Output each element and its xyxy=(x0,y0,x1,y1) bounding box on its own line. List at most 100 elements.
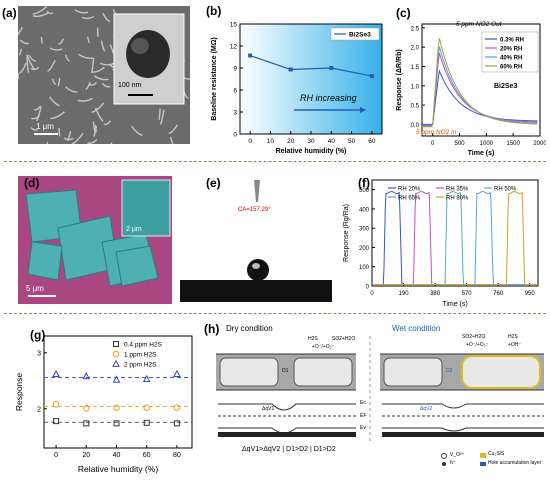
material-label: Bi2Se3 xyxy=(494,83,517,90)
flake xyxy=(78,53,94,59)
flake xyxy=(93,75,109,81)
wet-grains xyxy=(380,353,544,391)
flake xyxy=(102,12,111,23)
x-axis-label: Relative humidity (%) xyxy=(276,148,347,155)
y-tick-label: 0.0 xyxy=(411,123,420,129)
y-tick-label: 15 xyxy=(230,22,238,29)
data-point xyxy=(52,401,60,408)
series-line xyxy=(422,69,538,125)
legend-label: RH 65% xyxy=(398,196,421,202)
flake xyxy=(58,127,61,137)
flake xyxy=(99,62,115,66)
series-line xyxy=(372,191,538,285)
data-point xyxy=(52,369,60,377)
annotation-rh-increasing: RH increasing xyxy=(300,93,357,103)
x-tick-label: 80 xyxy=(173,452,181,459)
series-line xyxy=(372,191,538,285)
legend-label: 0.3% RH xyxy=(500,38,524,44)
chart-f: 0 190 380 570 760 950 0 100 200 300 400 500 Time (s)… xyxy=(343,179,539,308)
flake xyxy=(46,141,49,144)
legend-h-label: h⁺ xyxy=(450,460,456,466)
data-point xyxy=(82,372,91,380)
flake xyxy=(65,86,78,93)
wet-reaction-o: +O⁻/+O₂⁻ xyxy=(466,342,489,348)
flake xyxy=(159,109,165,125)
data-point xyxy=(112,375,121,383)
mechanism-diagram xyxy=(216,336,544,466)
x-tick-label: 40 xyxy=(328,138,336,145)
panel-h: Dry condition Wet condition H2S +O⁻/+O₂⁻… xyxy=(212,320,548,476)
dry-reaction-so2: SO2+H2O xyxy=(332,336,356,342)
dqv2-label: ΔqV2 xyxy=(420,406,433,412)
data-point xyxy=(369,74,374,79)
y-axis-label: Response (Rg/Ra) xyxy=(343,204,350,262)
flake xyxy=(19,39,30,45)
flake xyxy=(49,96,60,107)
flake xyxy=(32,12,49,17)
panel-d: 2 μm 5 μm xyxy=(18,176,172,304)
flake xyxy=(94,125,98,133)
label-h: (h) xyxy=(204,322,220,336)
legend-box xyxy=(330,27,380,41)
x-tick-label: 380 xyxy=(430,291,441,297)
dry-reaction-h2s: H2S xyxy=(308,336,318,342)
flake xyxy=(18,27,23,36)
plot-background xyxy=(240,24,382,134)
x-tick-label: 760 xyxy=(493,291,504,297)
flake xyxy=(131,125,143,137)
x-tick-label: 30 xyxy=(307,138,315,145)
flake xyxy=(58,38,65,45)
x-tick-label: 1500 xyxy=(507,141,521,147)
legend-marker xyxy=(112,350,120,358)
legend-label: Bi2Se3 xyxy=(349,32,371,39)
y-tick-label: 200 xyxy=(359,246,370,252)
flake xyxy=(26,54,35,70)
legend-h xyxy=(441,453,486,466)
x-tick-label: 0 xyxy=(54,452,58,459)
series-line xyxy=(372,191,538,285)
ef-label: EF xyxy=(360,413,367,419)
rh-arrow-head xyxy=(360,107,366,113)
data-point xyxy=(113,420,120,427)
y-tick-label: 1.0 xyxy=(411,84,420,90)
y-tick-label: 6 xyxy=(233,88,237,95)
y-tick-label: 100 xyxy=(359,265,370,271)
x-tick-label: 1000 xyxy=(480,141,494,147)
data-point xyxy=(173,369,181,377)
data-point xyxy=(288,67,293,72)
data-point xyxy=(143,404,150,411)
flake xyxy=(81,15,95,20)
dry-reaction-o: +O⁻/+O₂⁻ xyxy=(312,344,335,350)
data-point xyxy=(113,404,120,411)
x-tick-label: 20 xyxy=(287,138,295,145)
data-point xyxy=(173,404,181,411)
label-e: (e) xyxy=(206,176,221,190)
wet-title: Wet condition xyxy=(392,324,441,333)
chart-c: 0 500 1000 1500 2000 0.0 0.5 1.0 1.5 2.0 2.5 Time (… xyxy=(396,21,546,157)
contact-angle-image xyxy=(180,180,332,302)
flake xyxy=(85,81,91,91)
x-tick-label: 2000 xyxy=(533,141,546,147)
x-tick-label: 500 xyxy=(455,141,466,147)
flake xyxy=(91,57,95,74)
y-tick-label: 300 xyxy=(359,227,370,233)
legend-cu-label: Cu₂S/S xyxy=(488,451,505,457)
wet-band-diagram xyxy=(382,403,544,437)
inset-scale-label-d: 2 μm xyxy=(126,226,142,233)
summary-relation: ΔqV1>ΔqV2 | D1>D2 | D1>D2 xyxy=(242,446,336,453)
y-tick-label: 2.5 xyxy=(411,26,420,32)
flake xyxy=(158,108,161,120)
label-c: (c) xyxy=(396,6,411,20)
y-tick-label: 3 xyxy=(233,110,237,117)
wet-reaction-oh: +OH⁻ xyxy=(508,342,522,348)
wet-reaction-so2: SO2+H2O xyxy=(462,334,486,340)
flake xyxy=(51,78,56,85)
annotation-out: 5 ppm NO2 Out xyxy=(456,21,503,28)
flake xyxy=(57,77,61,87)
data-point xyxy=(83,420,90,427)
flake xyxy=(36,105,42,122)
legend-marker xyxy=(112,359,120,367)
d1-label: D1 xyxy=(282,368,289,374)
flake xyxy=(26,56,30,73)
series-line xyxy=(372,191,538,285)
